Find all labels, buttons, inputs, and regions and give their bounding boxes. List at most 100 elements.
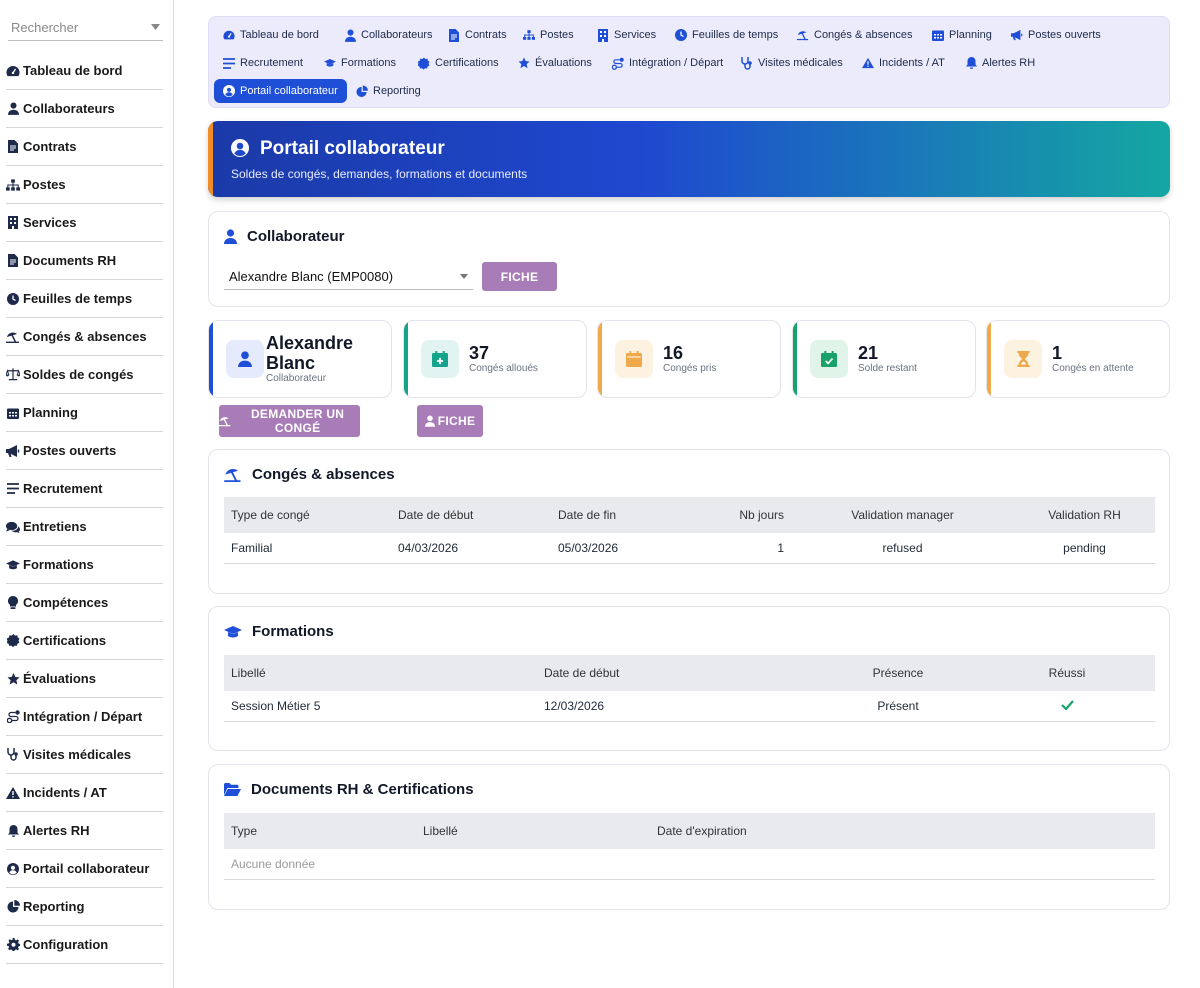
user-icon <box>344 28 356 42</box>
sidebar-item-postes-ouverts[interactable]: Postes ouverts <box>6 432 163 470</box>
fiche-button[interactable]: FICHE <box>482 262 557 291</box>
card-title-text: Formations <box>252 623 334 640</box>
stat-card: 21 Solde restant <box>792 320 976 398</box>
sidebar: Rechercher Tableau de bord Collaborateurs… <box>0 0 174 988</box>
user-icon <box>224 229 237 244</box>
sidebar-item-formations[interactable]: Formations <box>6 546 163 584</box>
tab-reporting[interactable]: Reporting <box>347 79 430 103</box>
sidebar-item-integration-depart[interactable]: Intégration / Départ <box>6 698 163 736</box>
sidebar-item-incidents-at[interactable]: Incidents / AT <box>6 774 163 812</box>
sidebar-item-documents-rh[interactable]: Documents RH <box>6 242 163 280</box>
hourglass-icon <box>1004 340 1042 378</box>
tab-recrutement[interactable]: Recrutement <box>214 51 312 75</box>
search-select[interactable]: Rechercher <box>8 14 163 41</box>
profile-last-name: Blanc <box>266 353 316 373</box>
table-header-row: Type Libellé Date d'expiration <box>224 813 1155 849</box>
user-icon <box>424 415 435 427</box>
tab-contrats[interactable]: Contrats <box>439 23 516 47</box>
request-leave-button[interactable]: DEMANDER UN CONGÉ <box>219 405 360 437</box>
sidebar-item-entretiens[interactable]: Entretiens <box>6 508 163 546</box>
sidebar-item-label: Entretiens <box>23 519 87 534</box>
tab-incidents-at[interactable]: Incidents / AT <box>853 51 954 75</box>
tab-collaborateurs[interactable]: Collaborateurs <box>335 23 442 47</box>
table-cell: refused <box>791 533 1014 564</box>
caret-down-icon <box>460 274 468 279</box>
tab-services[interactable]: Services <box>588 23 665 47</box>
tab-conges-absences[interactable]: Congés & absences <box>788 23 921 47</box>
tab-alertes-rh[interactable]: Alertes RH <box>956 51 1044 75</box>
tab-formations[interactable]: Formations <box>315 51 405 75</box>
stat-label: Congés pris <box>663 363 717 374</box>
tab-postes[interactable]: Postes <box>514 23 583 47</box>
tab-certifications[interactable]: Certifications <box>409 51 508 75</box>
sidebar-item-tableau-de-bord[interactable]: Tableau de bord <box>6 52 163 90</box>
org-chart-icon <box>523 29 535 41</box>
table-row[interactable]: Familial 04/03/2026 05/03/2026 1 refused… <box>224 533 1155 564</box>
tab-evaluations[interactable]: Évaluations <box>509 51 601 75</box>
stat-label: Congés en attente <box>1052 363 1134 374</box>
documents-card-title: Documents RH & Certifications <box>224 781 474 798</box>
column-header: Date de début <box>391 497 551 533</box>
tab-label: Feuilles de temps <box>692 29 779 41</box>
tab-label: Évaluations <box>535 57 592 69</box>
trainings-card-title: Formations <box>224 623 334 640</box>
sidebar-item-alertes-rh[interactable]: Alertes RH <box>6 812 163 850</box>
sidebar-item-postes[interactable]: Postes <box>6 166 163 204</box>
column-header: Nb jours <box>691 497 791 533</box>
table-cell: 04/03/2026 <box>391 533 551 564</box>
sidebar-item-label: Feuilles de temps <box>23 291 133 306</box>
tab-label: Services <box>614 29 657 41</box>
warning-icon <box>6 786 20 800</box>
documents-card: Documents RH & Certifications Type Libel… <box>208 764 1170 910</box>
sidebar-item-portail-collaborateur[interactable]: Portail collaborateur <box>6 850 163 888</box>
fiche-profile-button[interactable]: FICHE <box>417 405 483 437</box>
sidebar-item-competences[interactable]: Compétences <box>6 584 163 622</box>
tab-visites-medicales[interactable]: Visites médicales <box>732 51 852 75</box>
sidebar-item-label: Visites médicales <box>23 747 132 762</box>
sidebar-item-soldes-de-conges[interactable]: Soldes de congés <box>6 356 163 394</box>
sidebar-item-evaluations[interactable]: Évaluations <box>6 660 163 698</box>
sidebar-item-certifications[interactable]: Certifications <box>6 622 163 660</box>
sidebar-item-feuilles-de-temps[interactable]: Feuilles de temps <box>6 280 163 318</box>
stat-value: 1 <box>1052 343 1063 363</box>
trainings-table: Libellé Date de début Présence Réussi Se… <box>224 655 1155 722</box>
sidebar-item-recrutement[interactable]: Recrutement <box>6 470 163 508</box>
tab-portail-collaborateur[interactable]: Portail collaborateur <box>214 79 347 103</box>
gear-icon <box>6 938 20 952</box>
sidebar-item-configuration[interactable]: Configuration <box>6 926 163 964</box>
calendar-plus-icon <box>421 340 459 378</box>
user-circle-icon <box>230 138 250 158</box>
dashboard-icon <box>6 64 20 78</box>
table-row[interactable]: Session Métier 5 12/03/2026 Présent <box>224 691 1155 722</box>
graduation-cap-icon <box>6 558 20 572</box>
sidebar-item-visites-medicales[interactable]: Visites médicales <box>6 736 163 774</box>
column-header: Réussi <box>979 655 1155 691</box>
tab-label: Contrats <box>465 29 507 41</box>
stethoscope-icon <box>741 56 753 70</box>
sidebar-item-label: Certifications <box>23 633 107 648</box>
tab-planning[interactable]: Planning <box>923 23 1001 47</box>
tab-tableau-de-bord[interactable]: Tableau de bord <box>214 23 328 47</box>
sidebar-item-label: Documents RH <box>23 253 117 268</box>
sidebar-item-label: Postes ouverts <box>23 443 117 458</box>
collaborator-select[interactable]: Alexandre Blanc (EMP0080) <box>224 264 473 290</box>
sidebar-item-reporting[interactable]: Reporting <box>6 888 163 926</box>
tab-integration-depart[interactable]: Intégration / Départ <box>603 51 732 75</box>
sidebar-item-planning[interactable]: Planning <box>6 394 163 432</box>
sidebar-item-collaborateurs[interactable]: Collaborateurs <box>6 90 163 128</box>
clock-icon <box>675 29 687 41</box>
lightbulb-icon <box>6 596 20 610</box>
column-header: Libellé <box>224 655 537 691</box>
tab-postes-ouverts[interactable]: Postes ouverts <box>1002 23 1110 47</box>
collaborator-card: Collaborateur Alexandre Blanc (EMP0080) … <box>208 211 1170 307</box>
tab-label: Postes ouverts <box>1028 29 1101 41</box>
sidebar-item-services[interactable]: Services <box>6 204 163 242</box>
sidebar-item-contrats[interactable]: Contrats <box>6 128 163 166</box>
main-content: Tableau de bord Collaborateurs Contrats Pos… <box>208 16 1170 910</box>
tab-feuilles-de-temps[interactable]: Feuilles de temps <box>666 23 787 47</box>
sidebar-item-label: Recrutement <box>23 481 103 496</box>
table-row: Aucune donnée <box>224 849 1155 880</box>
user-icon <box>6 102 20 116</box>
sidebar-item-conges-absences[interactable]: Congés & absences <box>6 318 163 356</box>
sidebar-item-label: Planning <box>23 405 78 420</box>
